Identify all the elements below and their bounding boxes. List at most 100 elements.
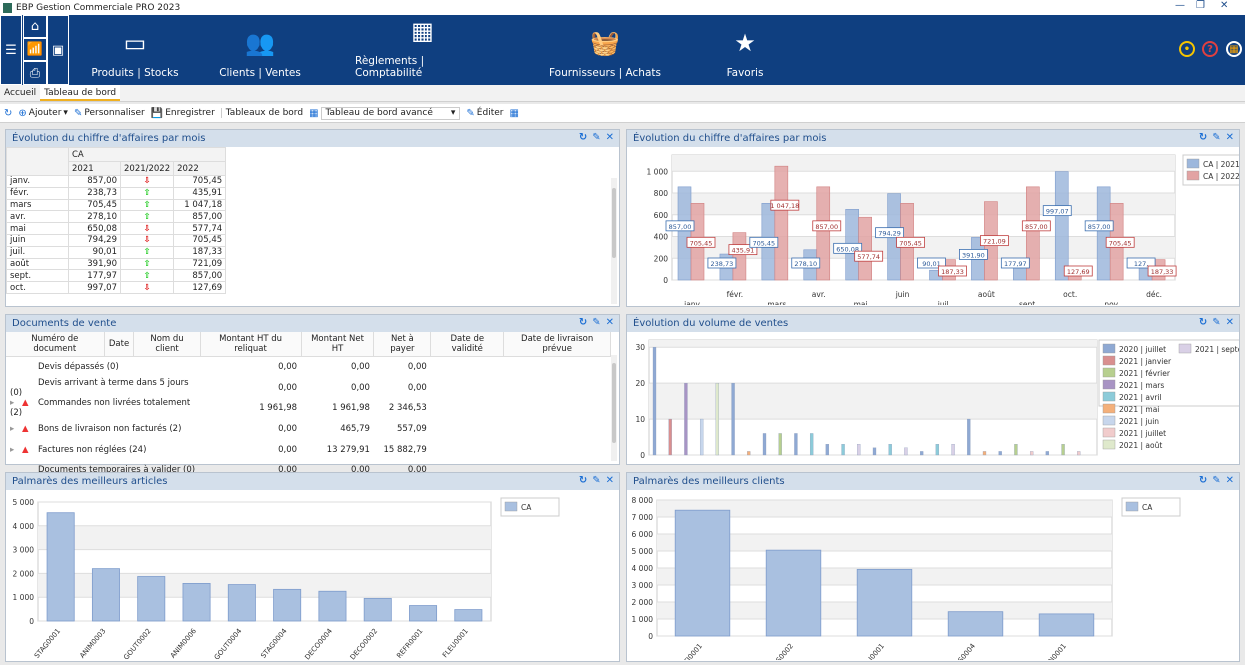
bar[interactable] bbox=[677, 186, 692, 281]
bar[interactable] bbox=[747, 451, 751, 456]
chart-icon[interactable]: 📶 bbox=[23, 38, 47, 61]
bar[interactable] bbox=[982, 451, 987, 456]
bar[interactable] bbox=[182, 582, 211, 622]
column-header[interactable]: Net à payer bbox=[373, 332, 432, 357]
scrollbar[interactable] bbox=[611, 178, 617, 304]
home-icon[interactable]: ⌂ bbox=[23, 15, 47, 38]
refresh-icon[interactable]: ↻ bbox=[578, 475, 588, 486]
bar[interactable] bbox=[794, 433, 798, 456]
refresh-icon[interactable]: ↻ bbox=[578, 317, 588, 328]
bar[interactable] bbox=[1045, 451, 1050, 456]
edit-icon[interactable]: ✎ bbox=[1212, 475, 1221, 486]
table-row[interactable]: Devis arrivant à terme dans 5 jours (0) 0… bbox=[6, 377, 611, 398]
tab-tableau-de-bord[interactable]: Tableau de bord bbox=[40, 85, 121, 101]
print-icon[interactable]: ⎙ bbox=[23, 61, 47, 85]
tab-accueil[interactable]: Accueil bbox=[4, 88, 37, 98]
bar[interactable] bbox=[674, 509, 731, 637]
edit-icon[interactable]: ✎ bbox=[592, 475, 601, 486]
bar[interactable] bbox=[715, 382, 720, 456]
bar[interactable] bbox=[684, 382, 688, 456]
expand-icon[interactable]: ▸ bbox=[10, 423, 15, 434]
bar[interactable] bbox=[816, 186, 831, 281]
bar[interactable] bbox=[1077, 451, 1081, 456]
notification-icon[interactable]: • bbox=[1179, 41, 1195, 57]
column-header[interactable]: Montant HT du reliquat bbox=[200, 332, 302, 357]
calendar-icon[interactable]: ▣ bbox=[47, 15, 69, 85]
add-button[interactable]: ⊕ Ajouter ▾ bbox=[18, 107, 68, 119]
bar[interactable] bbox=[998, 451, 1002, 456]
bar[interactable] bbox=[904, 447, 908, 456]
customize-button[interactable]: ✎ Personnaliser bbox=[73, 107, 145, 119]
column-header[interactable]: Date de validité bbox=[430, 332, 505, 357]
column-header[interactable]: Numéro de document bbox=[6, 332, 105, 357]
bar[interactable] bbox=[841, 444, 845, 456]
module-favoris[interactable]: ★ Favoris bbox=[726, 29, 764, 79]
close-icon[interactable]: ✕ bbox=[605, 317, 614, 328]
expand-icon[interactable]: ▸ bbox=[10, 398, 15, 409]
bar[interactable] bbox=[765, 549, 822, 637]
bar[interactable] bbox=[872, 447, 877, 456]
bar[interactable] bbox=[762, 433, 767, 456]
bar[interactable] bbox=[888, 444, 892, 456]
table-row[interactable]: ▸ ▲ Commandes non livrées totalement (2) 1 … bbox=[6, 398, 611, 419]
bar[interactable] bbox=[774, 165, 789, 281]
dashboard-select[interactable]: ▦ Tableau de bord avancé ▾ bbox=[309, 106, 461, 120]
bar[interactable] bbox=[1096, 186, 1111, 281]
refresh-icon[interactable]: ↻ bbox=[578, 132, 588, 143]
bar[interactable] bbox=[967, 418, 971, 456]
edit-icon[interactable]: ✎ bbox=[592, 317, 601, 328]
edit-icon[interactable]: ✎ bbox=[1212, 132, 1221, 143]
bar[interactable] bbox=[947, 611, 1004, 637]
module-produits-stocks[interactable]: ▭ Produits | Stocks bbox=[91, 29, 179, 79]
table-row[interactable]: ▸ ▲ Bons de livraison non facturés (2) 0,00… bbox=[6, 419, 611, 440]
bar[interactable] bbox=[825, 444, 830, 456]
bar[interactable] bbox=[951, 444, 955, 456]
column-header[interactable]: Nom du client bbox=[133, 332, 201, 357]
apps-icon[interactable]: ▦ bbox=[1226, 41, 1242, 57]
bar[interactable] bbox=[856, 568, 913, 637]
bar[interactable] bbox=[318, 590, 347, 622]
edit-button[interactable]: ✎ Éditer bbox=[466, 107, 504, 119]
close-icon[interactable]: ✕ bbox=[1225, 475, 1234, 486]
edit-icon[interactable]: ✎ bbox=[1212, 317, 1221, 328]
expand-icon[interactable]: ▸ bbox=[10, 444, 15, 455]
bar[interactable] bbox=[652, 347, 657, 456]
bar[interactable] bbox=[273, 588, 302, 622]
bar[interactable] bbox=[935, 444, 940, 456]
bar[interactable] bbox=[919, 451, 924, 456]
column-header[interactable]: Montant Net HT bbox=[301, 332, 375, 357]
module-reglements-comptabilite[interactable]: ▦ Règlements | Comptabilité bbox=[355, 17, 434, 79]
close-icon[interactable]: ✕ bbox=[1225, 317, 1234, 328]
close-icon[interactable]: ✕ bbox=[1220, 0, 1229, 11]
bar[interactable] bbox=[778, 433, 782, 456]
edit-icon[interactable]: ✎ bbox=[592, 132, 601, 143]
module-fournisseurs-achats[interactable]: 🧺 Fournisseurs | Achats bbox=[549, 29, 661, 79]
bar[interactable] bbox=[363, 597, 392, 622]
bar[interactable] bbox=[1038, 613, 1095, 637]
menu-icon[interactable]: ☰ bbox=[0, 15, 22, 85]
table-row[interactable]: ▸ ▲ Factures non réglées (24) 0,00 13 279,91… bbox=[6, 439, 611, 460]
refresh-icon[interactable]: ↻ bbox=[1198, 475, 1208, 486]
bar[interactable] bbox=[1054, 171, 1069, 281]
bar[interactable] bbox=[91, 568, 120, 622]
bar[interactable] bbox=[668, 418, 672, 456]
bar[interactable] bbox=[857, 444, 861, 456]
bar[interactable] bbox=[137, 576, 166, 622]
bar[interactable] bbox=[1029, 451, 1034, 456]
table-row[interactable]: Devis dépassés (0) 0,00 0,00 0,00 bbox=[6, 357, 611, 378]
bar[interactable] bbox=[1014, 444, 1018, 456]
close-icon[interactable]: ✕ bbox=[605, 475, 614, 486]
bar[interactable] bbox=[732, 232, 747, 281]
bar[interactable] bbox=[409, 605, 438, 622]
module-clients-ventes[interactable]: 👥 Clients | Ventes bbox=[219, 29, 301, 79]
column-header[interactable]: Date bbox=[104, 332, 135, 357]
bar[interactable] bbox=[454, 609, 483, 622]
close-icon[interactable]: ✕ bbox=[1225, 132, 1234, 143]
refresh-button[interactable]: ↻ bbox=[4, 108, 12, 119]
save-button[interactable]: 💾 Enregistrer bbox=[150, 107, 215, 119]
bar[interactable] bbox=[699, 418, 704, 456]
restore-icon[interactable]: ❐ bbox=[1196, 0, 1205, 11]
close-icon[interactable]: ✕ bbox=[605, 132, 614, 143]
bar[interactable] bbox=[46, 512, 75, 622]
column-header[interactable]: Date de livraison prévue bbox=[503, 332, 611, 357]
